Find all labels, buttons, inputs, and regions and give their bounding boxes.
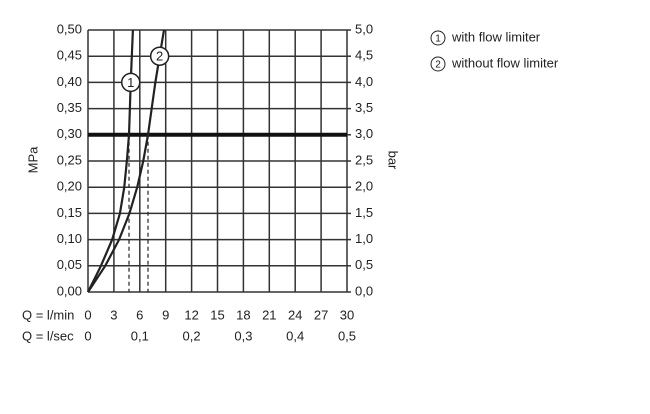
x-tick-label: 24 [288,307,302,322]
y2-tick-label: 3,5 [355,100,373,115]
x-tick-label: 0 [84,307,91,322]
y2-tick-label: 4,5 [355,48,373,63]
line-series [87,29,166,293]
y2-axis-label: bar [386,151,401,170]
x-axis-label: Q = l/min [22,307,74,322]
y-tick-label: 0,15 [57,205,82,220]
x-tick-label: 30 [340,307,354,322]
line-series [87,29,134,293]
series-marker-circle [120,72,141,93]
x-tick-label: 27 [314,307,328,322]
y-axis-label: MPa [25,146,40,174]
legend-label: with flow limiter [451,29,541,44]
legend-marker-label: 1 [435,34,441,45]
y-tick-label: 0,45 [57,48,82,63]
y-tick-label: 0,30 [57,126,82,141]
y2-tick-label: 0,0 [355,283,373,298]
y-tick-label: 0,20 [57,179,82,194]
y2-tick-label: 5,0 [355,21,373,36]
y2-tick-label: 2,0 [355,179,373,194]
x-tick-label: 9 [162,307,169,322]
y2-tick-label: 1,0 [355,231,373,246]
x-tick-label: 18 [236,307,250,322]
x-tick-label: 15 [210,307,224,322]
x-tick-label: 21 [262,307,276,322]
x2-tick-label: 0,1 [131,328,149,343]
y2-tick-label: 4,0 [355,74,373,89]
series-marker-circle [149,46,170,66]
x2-tick-label: 0,2 [183,328,201,343]
y-tick-label: 0,25 [57,152,82,167]
x2-axis-label: Q = l/sec [22,328,74,343]
x2-tick-label: 0,5 [338,328,356,343]
y-tick-label: 0,35 [57,100,82,115]
y2-tick-label: 2,5 [355,152,373,167]
y-tick-label: 0,05 [57,257,82,272]
y-tick-label: 0,40 [57,74,82,89]
x-tick-label: 6 [136,307,143,322]
legend-marker-circle [430,30,446,46]
legend-label: without flow limiter [451,55,559,70]
x2-tick-label: 0 [84,328,91,343]
x-tick-label: 12 [184,307,198,322]
x-tick-label: 3 [110,307,117,322]
series-marker-label: 1 [127,75,134,90]
y-tick-label: 0,10 [57,231,82,246]
y-tick-label: 0,00 [57,283,82,298]
legend-marker-circle [430,56,446,72]
y2-tick-label: 1,5 [355,205,373,220]
y2-tick-label: 3,0 [355,126,373,141]
x2-tick-label: 0,3 [234,328,252,343]
x2-tick-label: 0,4 [286,328,304,343]
y2-tick-label: 0,5 [355,257,373,272]
series-marker-label: 2 [156,49,163,64]
y-tick-label: 0,50 [57,21,82,36]
legend-marker-label: 2 [435,60,441,71]
